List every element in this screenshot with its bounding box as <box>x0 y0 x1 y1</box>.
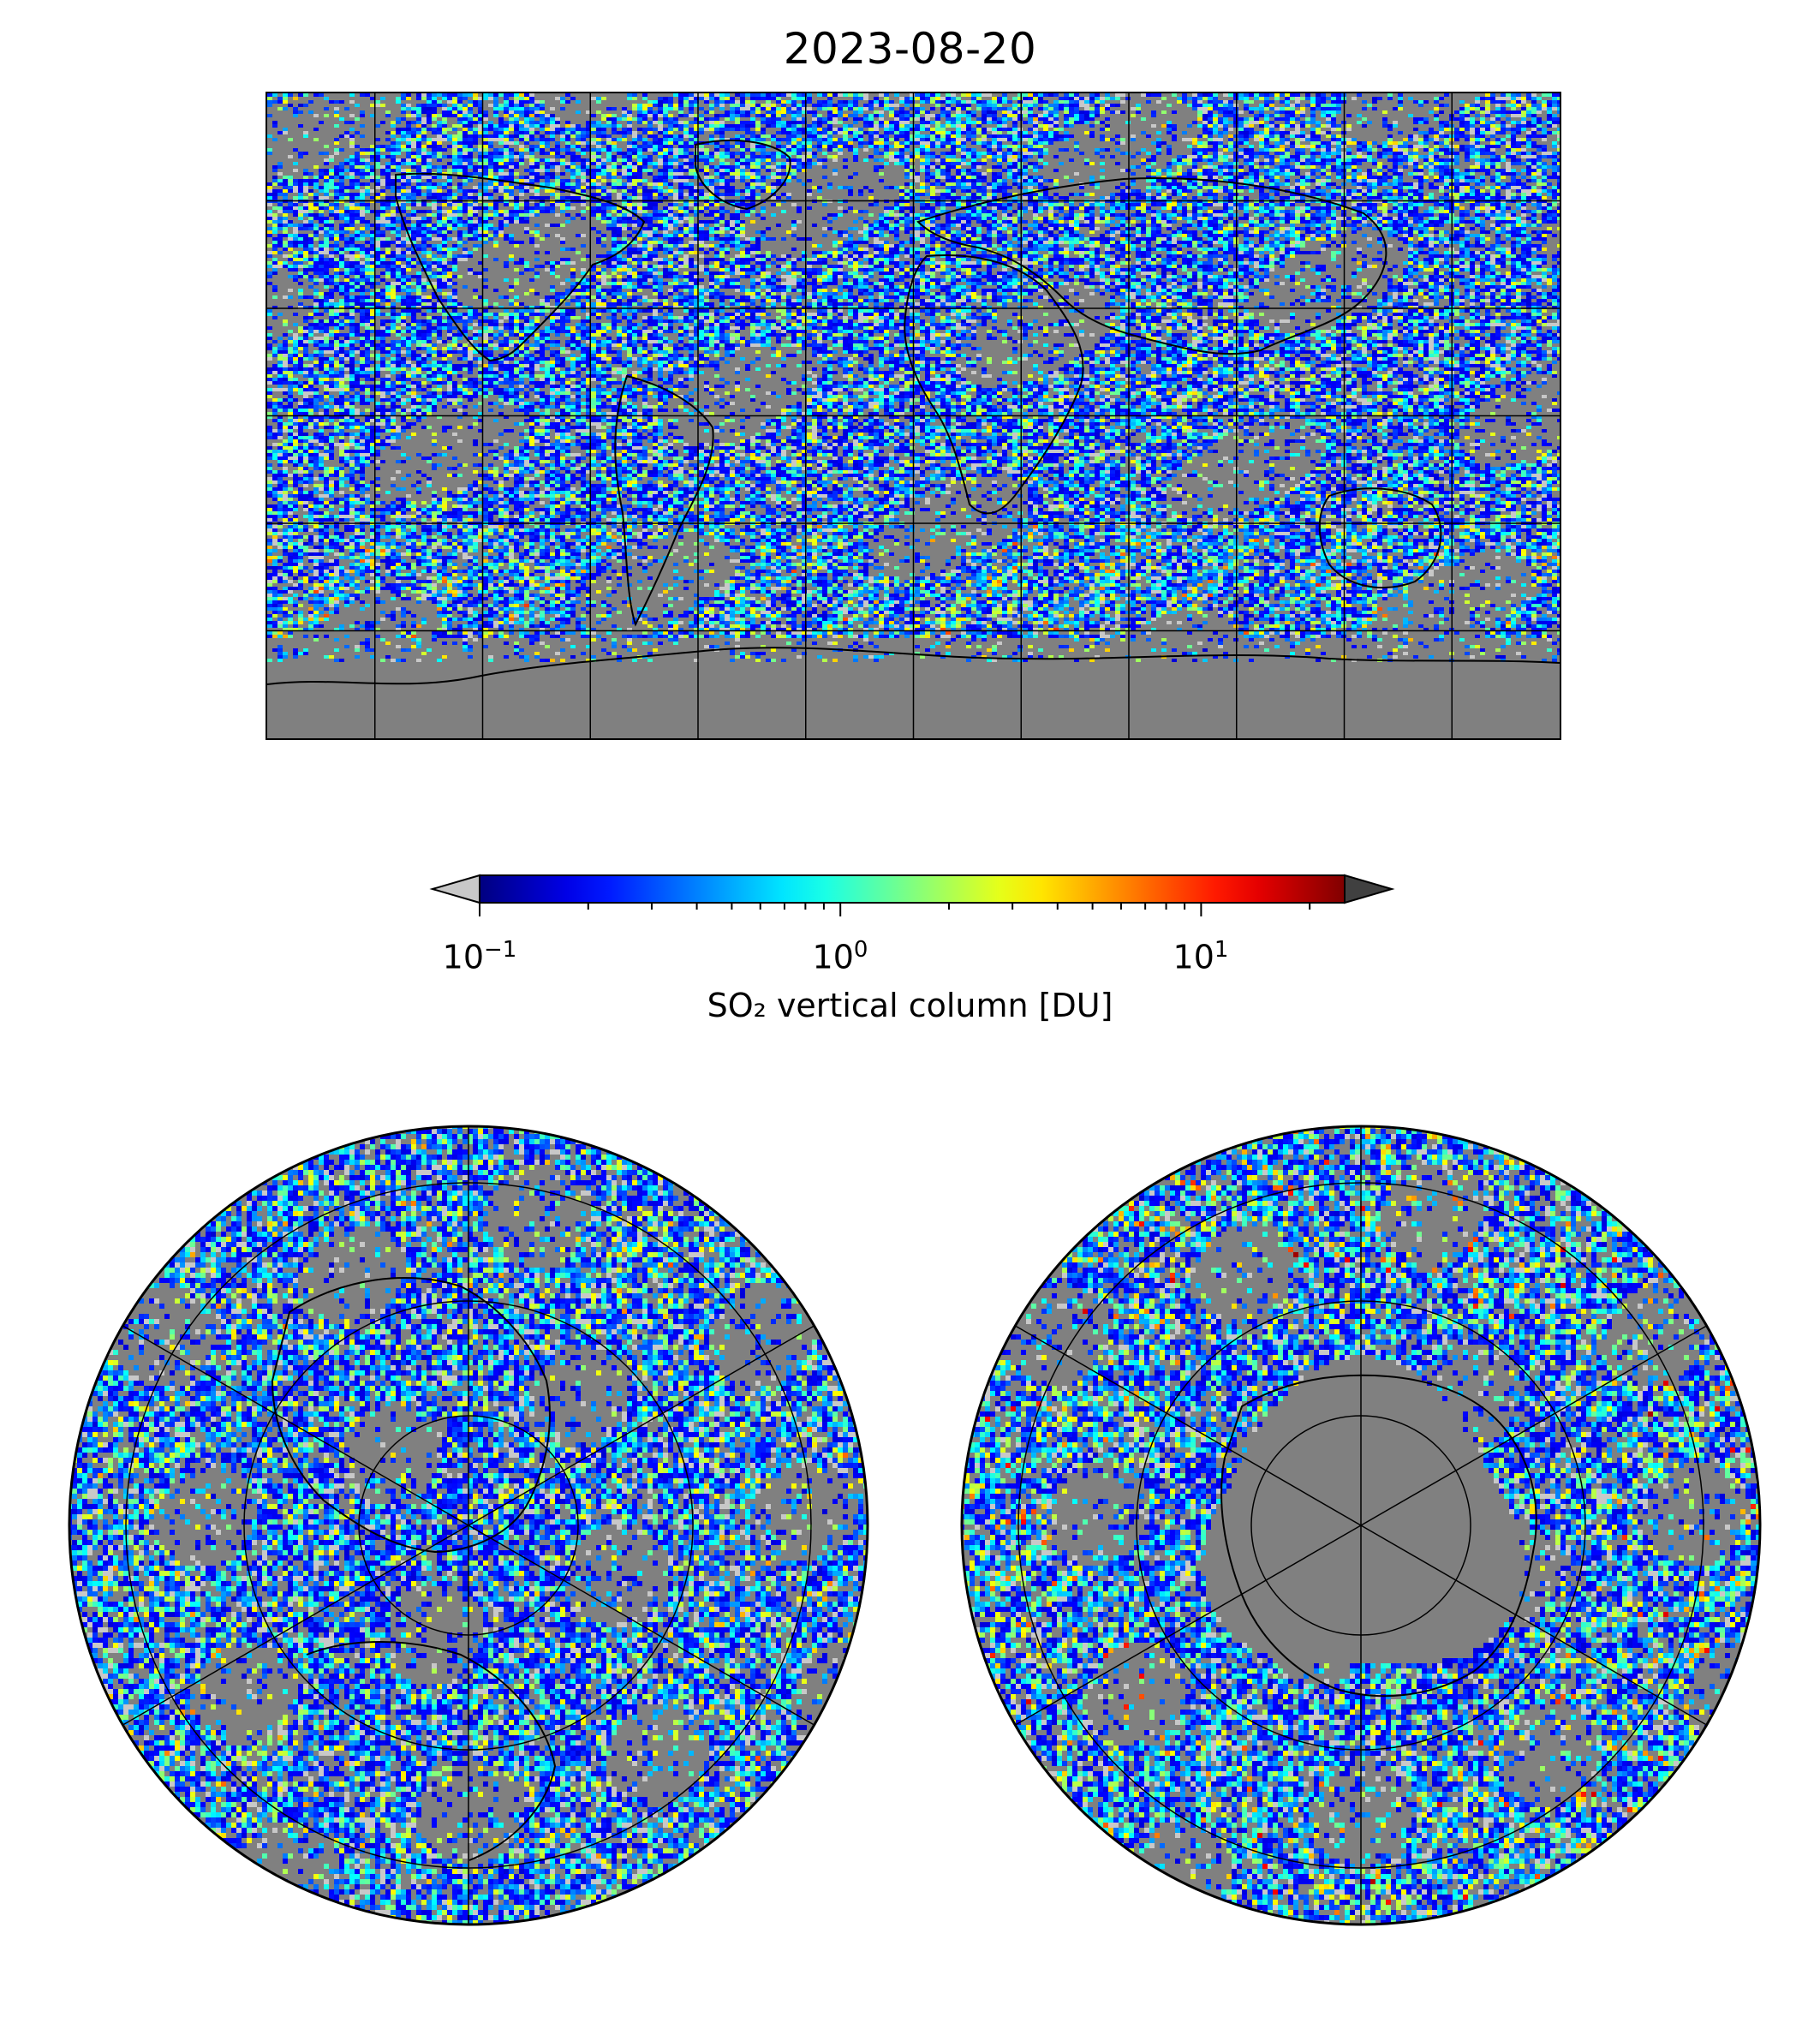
colorbar-tick-label: 100 <box>813 937 868 976</box>
south-polar-canvas <box>959 1124 1763 1927</box>
figure-title: 2023-08-20 <box>0 24 1820 74</box>
global-map-canvas <box>267 93 1560 738</box>
south-polar-map <box>959 1124 1763 1927</box>
north-polar-map <box>67 1124 870 1927</box>
colorbar-tick-label: 101 <box>1173 937 1229 976</box>
colorbar-label: SO₂ vertical column [DU] <box>0 987 1820 1024</box>
colorbar-tick-label: 10−1 <box>443 937 517 976</box>
global-map <box>266 92 1561 740</box>
north-polar-canvas <box>67 1124 870 1927</box>
